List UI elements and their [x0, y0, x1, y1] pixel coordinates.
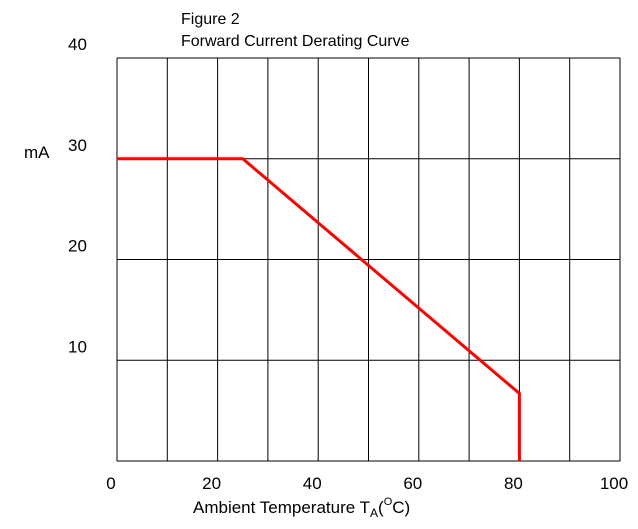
x-axis-label-main: Ambient Temperature T: [193, 498, 370, 517]
x-tick-label-60: 60: [403, 474, 422, 493]
y-axis-label: mA: [24, 143, 50, 162]
figure-label: Figure 2: [181, 11, 240, 28]
x-axis-label-superscript: O: [384, 496, 393, 508]
x-tick-label-20: 20: [202, 474, 221, 493]
y-tick-label-10: 10: [68, 337, 87, 356]
x-tick-label-0: 0: [106, 474, 115, 493]
x-tick-labels: 0 20 40 60 80 100: [106, 474, 628, 493]
chart-title: Forward Current Derating Curve: [181, 33, 410, 50]
x-tick-label-100: 100: [600, 474, 628, 493]
y-tick-label-20: 20: [68, 237, 87, 256]
horizontal-gridlines: [117, 57, 620, 462]
series-line-0: [117, 157, 521, 461]
x-axis-label: Ambient Temperature TA(OC): [193, 496, 410, 520]
y-tick-labels: 10 20 30 40: [68, 35, 87, 356]
x-tick-label-80: 80: [504, 474, 523, 493]
x-axis-label-close: C): [392, 498, 410, 517]
x-axis-label-subscript: A: [370, 506, 378, 520]
x-axis-label-open: (: [378, 498, 384, 517]
y-tick-label-30: 30: [68, 136, 87, 155]
x-tick-label-40: 40: [303, 474, 322, 493]
series-group: [117, 157, 521, 461]
y-tick-label-40: 40: [68, 35, 87, 54]
